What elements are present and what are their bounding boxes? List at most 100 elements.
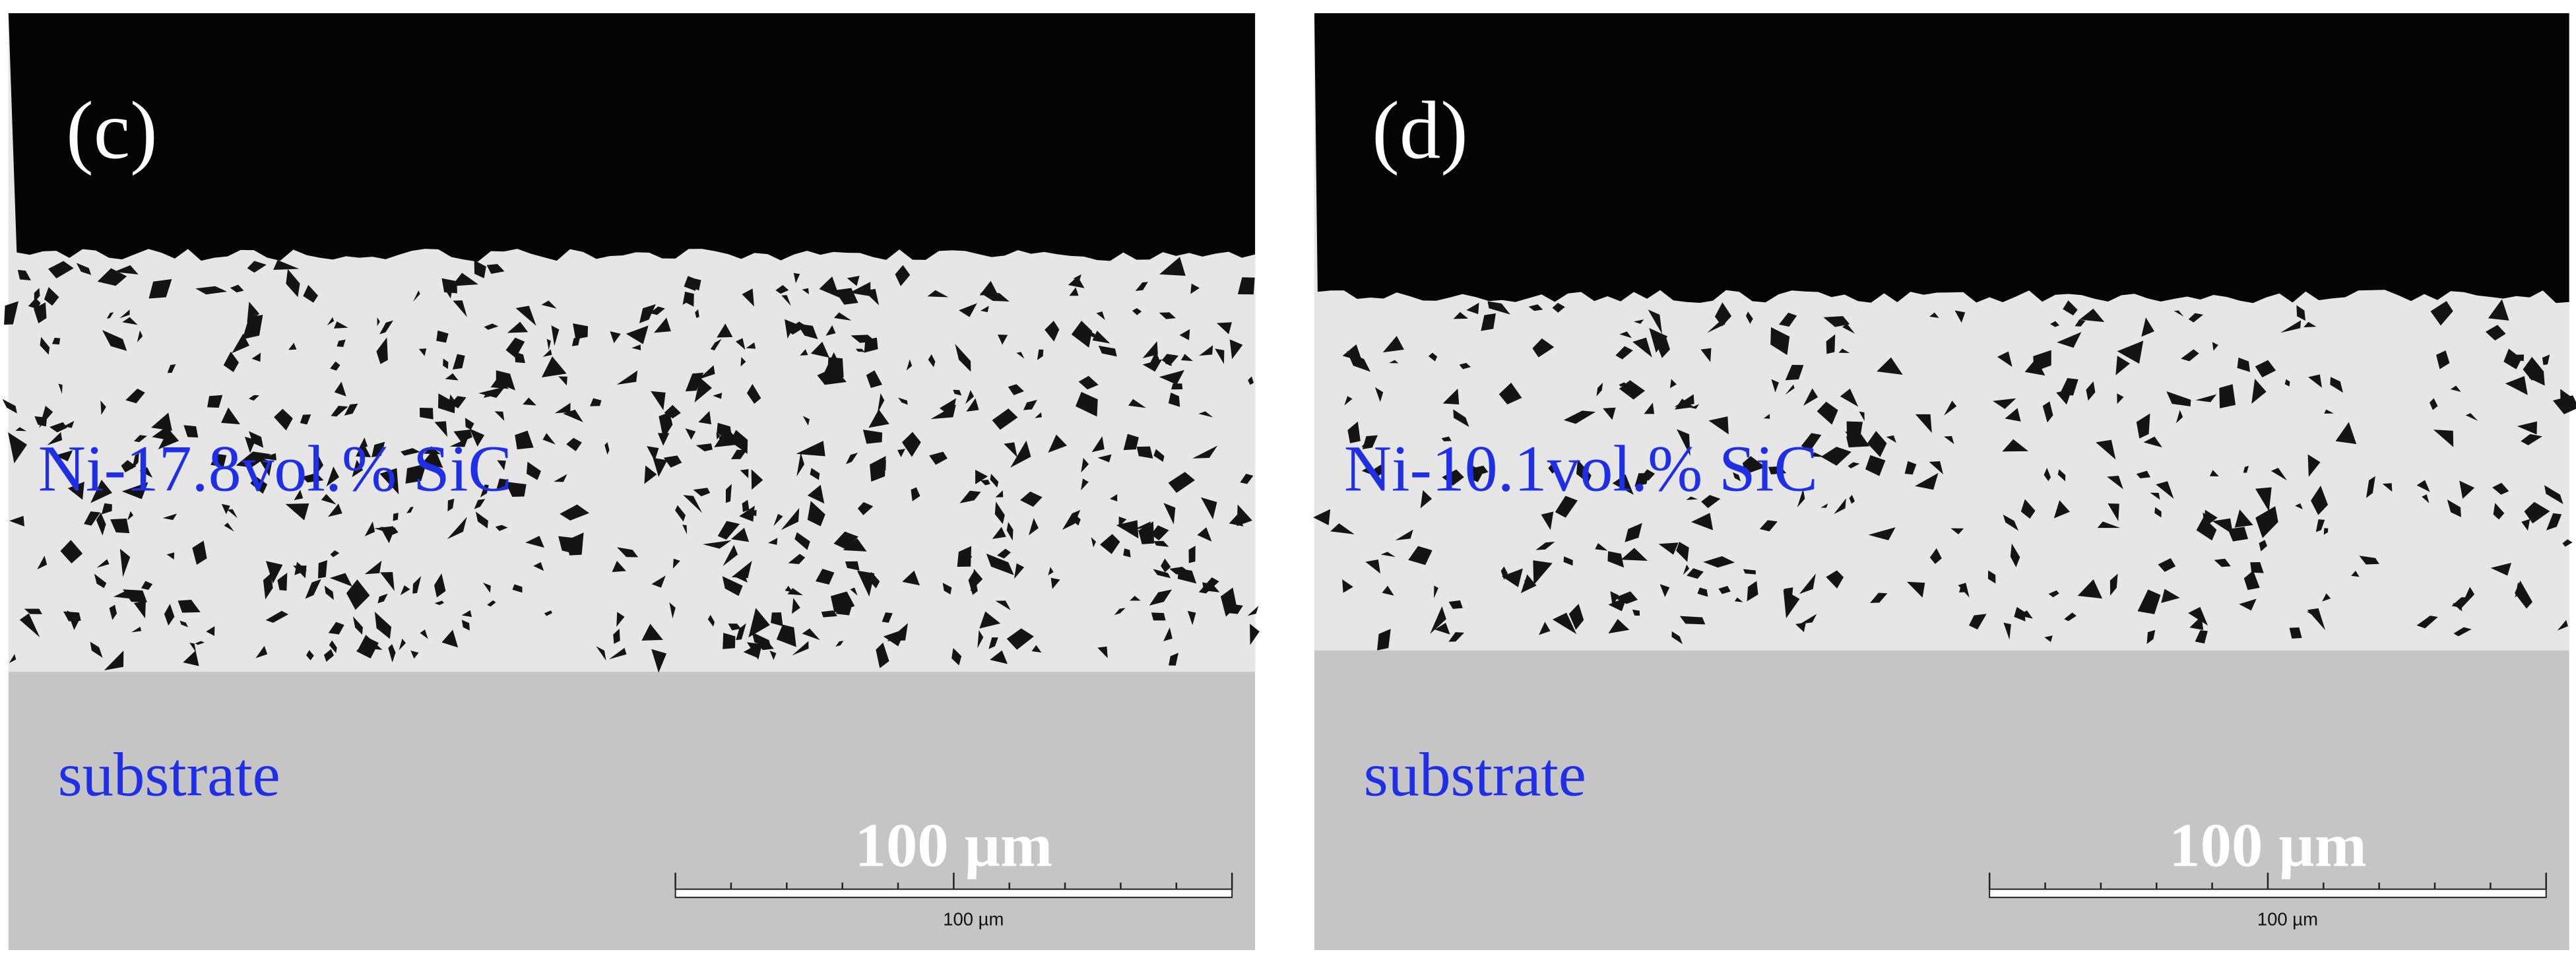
- sic-particle: [929, 451, 948, 465]
- sic-particle: [2544, 485, 2563, 505]
- sic-particle: [441, 278, 457, 294]
- sic-particle: [44, 287, 59, 306]
- substrate-label: substrate: [58, 739, 280, 809]
- sic-particle: [1823, 316, 1850, 327]
- sic-particle: [740, 357, 746, 367]
- sic-particle: [1481, 313, 1496, 331]
- sic-particle: [1619, 331, 1632, 338]
- sic-particle: [9, 515, 25, 527]
- sic-particle: [713, 393, 723, 399]
- sic-particle: [590, 398, 602, 406]
- sic-particle: [649, 306, 665, 315]
- sic-particle: [1098, 345, 1117, 357]
- sic-particle: [986, 554, 1014, 575]
- sic-particle: [1718, 585, 1731, 594]
- sic-particle: [474, 260, 486, 278]
- sic-particle: [1045, 321, 1060, 342]
- sic-particle: [730, 430, 748, 454]
- sic-particle: [352, 616, 363, 635]
- sic-particle: [994, 501, 1005, 525]
- sic-particle: [109, 604, 117, 620]
- sic-particle: [76, 263, 92, 275]
- sic-particle: [1388, 360, 1399, 364]
- sic-particle: [131, 626, 142, 633]
- sic-particle: [1135, 282, 1148, 291]
- sic-particle: [1008, 384, 1024, 395]
- sic-particle: [1608, 619, 1630, 634]
- sic-particle: [260, 453, 276, 461]
- sic-particle: [449, 437, 468, 447]
- sic-particle: [669, 602, 676, 619]
- sic-particle: [469, 428, 485, 447]
- sic-particle: [247, 261, 267, 273]
- sic-particle: [286, 269, 300, 298]
- sic-particle: [1006, 522, 1014, 541]
- sic-particle: [698, 410, 712, 425]
- sic-particle: [995, 600, 1011, 610]
- sic-particle: [1671, 631, 1683, 645]
- sic-particle: [796, 452, 805, 477]
- sic-particle: [781, 295, 791, 306]
- sic-particle: [1361, 466, 1377, 477]
- sic-particle: [505, 337, 525, 358]
- sic-particle: [358, 635, 383, 651]
- sic-particle: [768, 538, 778, 545]
- sic-particle: [2195, 394, 2217, 402]
- sic-particle: [125, 388, 145, 404]
- sic-particle: [277, 573, 288, 591]
- sic-particle: [2003, 622, 2011, 640]
- sic-particle: [2366, 476, 2375, 498]
- sic-particle: [825, 325, 836, 336]
- sic-particle: [1535, 542, 1555, 550]
- sic-particle: [324, 649, 334, 662]
- sic-particle: [2048, 590, 2059, 598]
- sic-particle: [1004, 442, 1017, 458]
- sic-particle: [447, 517, 467, 540]
- sic-particle: [2239, 598, 2257, 611]
- sic-particle: [1997, 351, 2012, 368]
- sic-particle: [1434, 622, 1450, 635]
- sic-particle: [862, 430, 883, 444]
- sic-particle: [505, 481, 527, 497]
- sic-particle: [1459, 363, 1471, 369]
- sic-particle: [487, 600, 496, 607]
- sic-particle: [927, 290, 949, 298]
- sic-particle: [302, 473, 324, 483]
- sic-particle: [388, 644, 396, 663]
- sic-particle: [1649, 328, 1668, 353]
- sic-particle: [2485, 325, 2506, 341]
- sic-particle: [1743, 569, 1756, 575]
- sic-particle: [992, 527, 1006, 539]
- sic-particle: [672, 558, 680, 569]
- sic-particle: [412, 576, 422, 594]
- sic-particle: [248, 431, 264, 448]
- sic-particle: [334, 381, 346, 397]
- sic-particle: [1501, 568, 1523, 587]
- sic-particle: [405, 463, 427, 484]
- sic-particle: [810, 341, 829, 358]
- sic-particle: [97, 268, 127, 286]
- sic-particle: [560, 504, 590, 521]
- scale-bar: [674, 888, 1233, 899]
- sic-particle: [2308, 374, 2323, 388]
- sic-particle: [51, 337, 61, 345]
- sic-particle: [964, 551, 973, 560]
- sic-particle: [1532, 338, 1555, 358]
- sic-particle: [2351, 571, 2360, 577]
- sic-particle: [1097, 454, 1112, 463]
- sic-particle: [979, 280, 998, 296]
- sic-particle: [2255, 360, 2276, 378]
- sic-particle: [644, 465, 657, 484]
- sic-particle: [817, 368, 847, 385]
- sic-particle: [864, 337, 878, 353]
- sic-particle: [992, 408, 1018, 430]
- sic-particle: [55, 450, 73, 462]
- sic-particle: [1552, 302, 1565, 313]
- sic-particle: [1132, 521, 1151, 530]
- sic-particle: [746, 384, 761, 404]
- sic-particle: [63, 611, 81, 622]
- sic-particle: [1826, 570, 1844, 589]
- sic-particle: [2150, 492, 2160, 500]
- sic-particle: [141, 581, 153, 590]
